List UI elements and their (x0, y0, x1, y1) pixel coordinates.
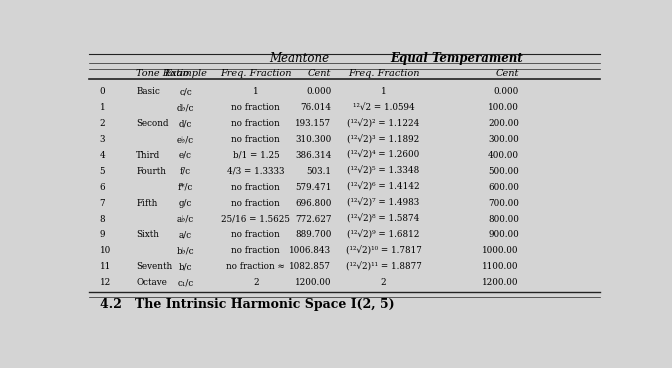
Text: a/c: a/c (179, 230, 192, 240)
Text: 0.000: 0.000 (306, 87, 331, 96)
Text: b/1 = 1.25: b/1 = 1.25 (233, 151, 279, 160)
Text: 4/3 = 1.3333: 4/3 = 1.3333 (227, 167, 285, 176)
Text: Sixth: Sixth (136, 230, 159, 240)
Text: a♭/c: a♭/c (177, 215, 194, 224)
Text: 400.00: 400.00 (488, 151, 519, 160)
Text: 0.000: 0.000 (494, 87, 519, 96)
Text: Third: Third (136, 151, 161, 160)
Text: Cent: Cent (308, 70, 331, 78)
Text: c/c: c/c (179, 87, 192, 96)
Text: 4: 4 (99, 151, 106, 160)
Text: (¹²√2)⁴ = 1.2600: (¹²√2)⁴ = 1.2600 (347, 151, 419, 160)
Text: 800.00: 800.00 (488, 215, 519, 224)
Text: 11: 11 (99, 262, 111, 271)
Text: 700.00: 700.00 (488, 199, 519, 208)
Text: e/c: e/c (179, 151, 192, 160)
Text: 386.314: 386.314 (295, 151, 331, 160)
Text: Example: Example (164, 70, 207, 78)
Text: 900.00: 900.00 (488, 230, 519, 240)
Text: no fraction: no fraction (231, 183, 280, 192)
Text: Fifth: Fifth (136, 199, 157, 208)
Text: Second: Second (136, 119, 169, 128)
Text: 8: 8 (99, 215, 106, 224)
Text: (¹²√2)¹¹ = 1.8877: (¹²√2)¹¹ = 1.8877 (345, 262, 421, 271)
Text: no fraction: no fraction (231, 230, 280, 240)
Text: (¹²√2)² = 1.1224: (¹²√2)² = 1.1224 (347, 119, 419, 128)
Text: 772.627: 772.627 (295, 215, 331, 224)
Text: no fraction: no fraction (231, 103, 280, 112)
Text: 1006.843: 1006.843 (289, 247, 331, 255)
Text: 7: 7 (99, 199, 106, 208)
Text: no fraction: no fraction (231, 247, 280, 255)
Text: 2: 2 (380, 278, 386, 287)
Text: e♭/c: e♭/c (177, 135, 194, 144)
Text: g/c: g/c (179, 199, 192, 208)
Text: 1000.00: 1000.00 (482, 247, 519, 255)
Text: (¹²√2)⁶ = 1.4142: (¹²√2)⁶ = 1.4142 (347, 183, 420, 192)
Text: no fraction: no fraction (231, 135, 280, 144)
Text: 2: 2 (253, 278, 259, 287)
Text: 1: 1 (380, 87, 386, 96)
Text: (¹²√2)⁷ = 1.4983: (¹²√2)⁷ = 1.4983 (347, 199, 419, 208)
Text: 193.157: 193.157 (295, 119, 331, 128)
Text: 1082.857: 1082.857 (290, 262, 331, 271)
Text: (¹²√2)⁹ = 1.6812: (¹²√2)⁹ = 1.6812 (347, 230, 419, 240)
Text: 1: 1 (99, 103, 106, 112)
Text: 600.00: 600.00 (488, 183, 519, 192)
Text: 25/16 = 1.5625: 25/16 = 1.5625 (222, 215, 290, 224)
Text: 1200.00: 1200.00 (295, 278, 331, 287)
Text: Freq. Fraction: Freq. Fraction (220, 70, 292, 78)
Text: 5: 5 (99, 167, 105, 176)
Text: d/c: d/c (179, 119, 192, 128)
Text: ¹²√2 = 1.0594: ¹²√2 = 1.0594 (353, 103, 415, 112)
Text: Cent: Cent (495, 70, 519, 78)
Text: Seventh: Seventh (136, 262, 172, 271)
Text: 9: 9 (99, 230, 105, 240)
Text: (¹²√2)⁸ = 1.5874: (¹²√2)⁸ = 1.5874 (347, 215, 419, 224)
Text: 100.00: 100.00 (488, 103, 519, 112)
Text: 579.471: 579.471 (295, 183, 331, 192)
Text: 76.014: 76.014 (300, 103, 331, 112)
Text: (¹²√2)⁵ = 1.3348: (¹²√2)⁵ = 1.3348 (347, 167, 419, 176)
Text: Basic: Basic (136, 87, 160, 96)
Text: 1200.00: 1200.00 (482, 278, 519, 287)
Text: 4.2   The Intrinsic Harmonic Space I(2, 5): 4.2 The Intrinsic Harmonic Space I(2, 5) (99, 297, 394, 311)
Text: d♭/c: d♭/c (177, 103, 194, 112)
Text: 10: 10 (99, 247, 111, 255)
Text: (¹²√2)³ = 1.1892: (¹²√2)³ = 1.1892 (347, 135, 419, 144)
Text: no fraction: no fraction (231, 199, 280, 208)
Text: 500.00: 500.00 (488, 167, 519, 176)
Text: 12: 12 (99, 278, 111, 287)
Text: 503.1: 503.1 (306, 167, 331, 176)
Text: 2: 2 (99, 119, 106, 128)
Text: Equal Temperament: Equal Temperament (390, 52, 523, 65)
Text: Octave: Octave (136, 278, 167, 287)
Text: 696.800: 696.800 (295, 199, 331, 208)
Text: f/c: f/c (180, 167, 191, 176)
Text: (¹²√2)¹⁰ = 1.7817: (¹²√2)¹⁰ = 1.7817 (345, 246, 421, 255)
Text: b♭/c: b♭/c (177, 247, 194, 255)
Text: 6: 6 (99, 183, 106, 192)
Text: no fraction: no fraction (231, 119, 280, 128)
Text: no fraction ≈: no fraction ≈ (226, 262, 286, 271)
Text: 3: 3 (99, 135, 105, 144)
Text: b/c: b/c (179, 262, 192, 271)
Text: c₁/c: c₁/c (177, 278, 194, 287)
Text: 0: 0 (99, 87, 106, 96)
Text: f*/c: f*/c (178, 183, 194, 192)
Text: 310.300: 310.300 (295, 135, 331, 144)
Text: Tone Ratio: Tone Ratio (136, 70, 190, 78)
Text: 889.700: 889.700 (295, 230, 331, 240)
Text: Meantone: Meantone (269, 52, 329, 65)
Text: Fourth: Fourth (136, 167, 166, 176)
Text: 200.00: 200.00 (488, 119, 519, 128)
Text: 1100.00: 1100.00 (482, 262, 519, 271)
Text: Freq. Fraction: Freq. Fraction (347, 70, 419, 78)
Text: 300.00: 300.00 (488, 135, 519, 144)
Text: 1: 1 (253, 87, 259, 96)
